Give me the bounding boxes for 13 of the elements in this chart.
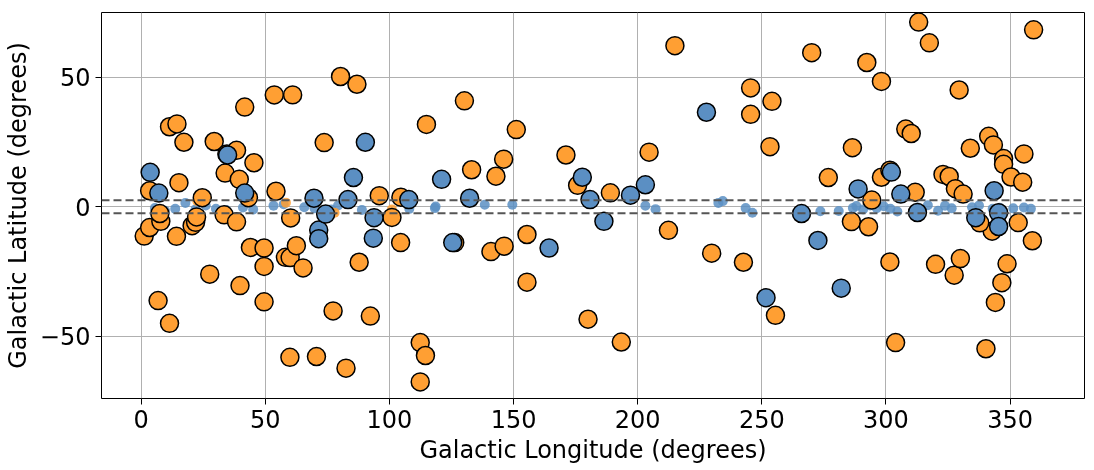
y-tick-label: 0 (75, 193, 91, 222)
x-tick-label: 50 (250, 405, 281, 434)
x-tick-label: 200 (614, 405, 661, 434)
x-tick-label: 0 (133, 405, 149, 434)
x-tick-label: 300 (863, 405, 909, 434)
y-tick-label: −50 (39, 323, 91, 352)
x-tick-label: 250 (738, 405, 785, 434)
x-tick-label: 100 (366, 405, 413, 434)
x-tick-label: 350 (987, 405, 1033, 434)
x-tick-label: 150 (490, 405, 537, 434)
x-axis-title: Galactic Longitude (degrees) (419, 435, 767, 464)
y-tick-label: 50 (59, 64, 91, 93)
y-axis-title: Galactic Latitude (degrees) (3, 42, 32, 369)
